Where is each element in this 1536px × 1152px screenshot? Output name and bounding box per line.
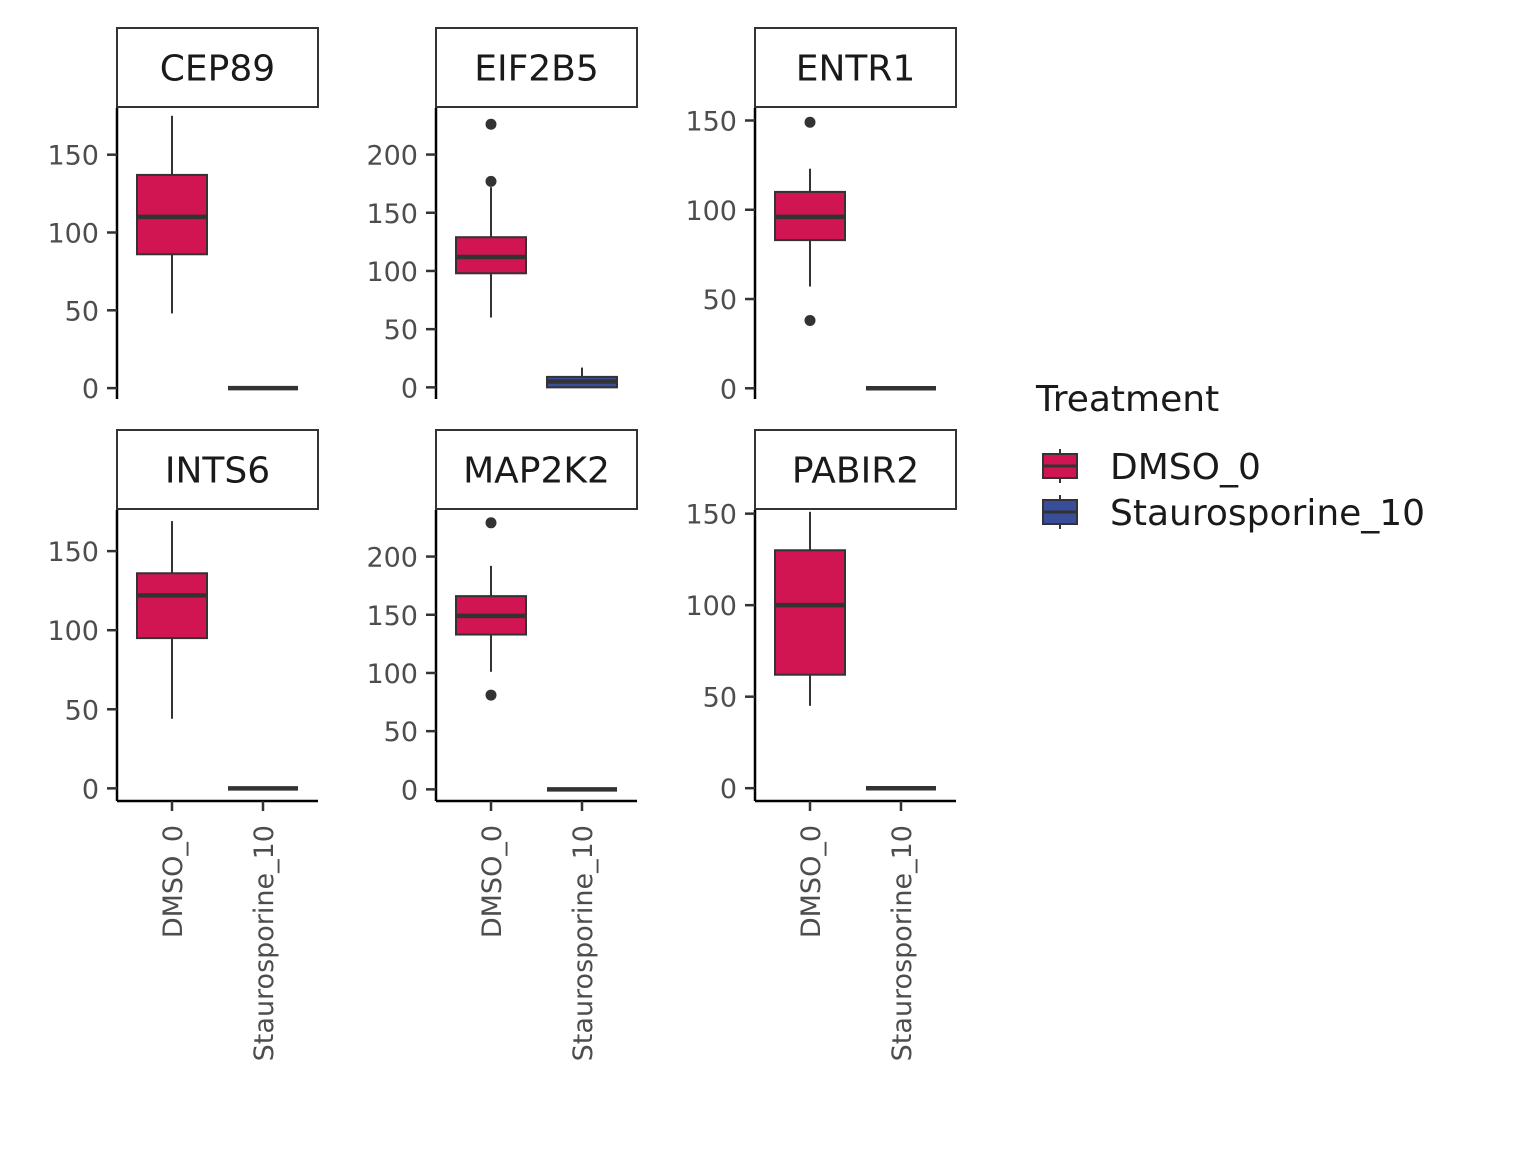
y-tick-label: 50 bbox=[703, 285, 737, 316]
x-tick-label: DMSO_0 bbox=[477, 825, 508, 938]
facet-strip bbox=[116, 429, 319, 510]
y-tick-label: 150 bbox=[366, 199, 418, 230]
legend-label: DMSO_0 bbox=[1110, 447, 1261, 488]
y-tick-label: 0 bbox=[720, 374, 737, 405]
y-tick-label: 0 bbox=[82, 374, 99, 405]
y-tick-label: 150 bbox=[685, 106, 737, 137]
y-tick-label: 100 bbox=[47, 218, 99, 249]
facet-strip bbox=[754, 429, 957, 510]
y-tick-label: 200 bbox=[366, 141, 418, 172]
outlier-point bbox=[485, 175, 497, 187]
outlier-point bbox=[804, 116, 816, 128]
facet-panel-ints6: INTS6 0 50 100 150 DMSO_0 Staurosporine_10 bbox=[47, 429, 319, 1061]
box-dmso-0 bbox=[455, 118, 527, 318]
y-tick-label: 50 bbox=[65, 695, 99, 726]
outlier-point bbox=[804, 314, 816, 326]
y-tick-label: 150 bbox=[685, 500, 737, 531]
box-dmso-0 bbox=[774, 116, 846, 326]
box-dmso-0 bbox=[774, 511, 846, 706]
outlier-point bbox=[485, 118, 497, 130]
y-tick-label: 0 bbox=[401, 373, 418, 404]
facet-strip bbox=[116, 27, 319, 108]
facet-strip bbox=[435, 429, 638, 510]
facet-strip bbox=[435, 27, 638, 108]
legend-label: Staurosporine_10 bbox=[1110, 493, 1425, 534]
facet-strip-label: PABIR2 bbox=[792, 451, 919, 492]
facet-strip-label: ENTR1 bbox=[796, 49, 916, 90]
box-body bbox=[774, 549, 846, 676]
legend-key-dmso-0 bbox=[1042, 449, 1078, 483]
box-body bbox=[136, 173, 208, 256]
box-dmso-0 bbox=[136, 521, 208, 719]
y-tick-label: 150 bbox=[47, 141, 99, 172]
y-tick-label: 100 bbox=[47, 616, 99, 647]
facet-strip-label: EIF2B5 bbox=[474, 49, 599, 90]
facet-strip-label: MAP2K2 bbox=[463, 451, 610, 492]
x-tick-label: Staurosporine_10 bbox=[568, 825, 599, 1061]
facet-panel-pabir2: PABIR2 0 50 100 150 DMSO_0 Staurosporine_10 bbox=[685, 429, 957, 1061]
y-tick-label: 50 bbox=[703, 683, 737, 714]
facet-strip bbox=[754, 27, 957, 108]
y-tick-label: 0 bbox=[720, 774, 737, 805]
x-tick-label: Staurosporine_10 bbox=[887, 825, 918, 1061]
legend-key-staurosporine-10 bbox=[1042, 495, 1078, 529]
box-dmso-0 bbox=[455, 517, 527, 701]
y-tick-label: 50 bbox=[384, 717, 418, 748]
y-tick-label: 200 bbox=[366, 543, 418, 574]
facet-panel-map2k2: MAP2K2 0 50 100 150 200 DMSO_0 Staurosporine_10 bbox=[366, 429, 638, 1061]
legend-title: Treatment bbox=[1035, 379, 1219, 420]
box-dmso-0 bbox=[136, 115, 208, 314]
y-tick-label: 50 bbox=[65, 296, 99, 327]
facet-panel-cep89: CEP89 0 50 100 150 bbox=[47, 27, 319, 405]
y-tick-label: 100 bbox=[366, 257, 418, 288]
y-tick-label: 150 bbox=[366, 601, 418, 632]
facet-strip-label: INTS6 bbox=[165, 451, 270, 492]
x-tick-label: DMSO_0 bbox=[158, 825, 189, 938]
x-tick-label: DMSO_0 bbox=[796, 825, 827, 938]
y-tick-label: 100 bbox=[685, 196, 737, 227]
facet-panel-eif2b5: EIF2B5 0 50 100 150 200 bbox=[366, 27, 638, 404]
x-tick-label: Staurosporine_10 bbox=[249, 825, 280, 1061]
facet-strip-label: CEP89 bbox=[160, 49, 275, 90]
outlier-point bbox=[485, 517, 497, 529]
y-tick-label: 0 bbox=[401, 775, 418, 806]
y-tick-label: 0 bbox=[82, 774, 99, 805]
facet-panel-entr1: ENTR1 0 50 100 150 bbox=[685, 27, 957, 405]
outlier-point bbox=[485, 689, 497, 701]
box-staurosporine-10 bbox=[546, 367, 618, 389]
y-tick-label: 150 bbox=[47, 537, 99, 568]
y-tick-label: 50 bbox=[384, 315, 418, 346]
y-tick-label: 100 bbox=[366, 659, 418, 690]
box-body bbox=[136, 572, 208, 640]
legend: Treatment DMSO_0 Staurosporine_10 bbox=[1035, 379, 1425, 534]
y-tick-label: 100 bbox=[685, 591, 737, 622]
